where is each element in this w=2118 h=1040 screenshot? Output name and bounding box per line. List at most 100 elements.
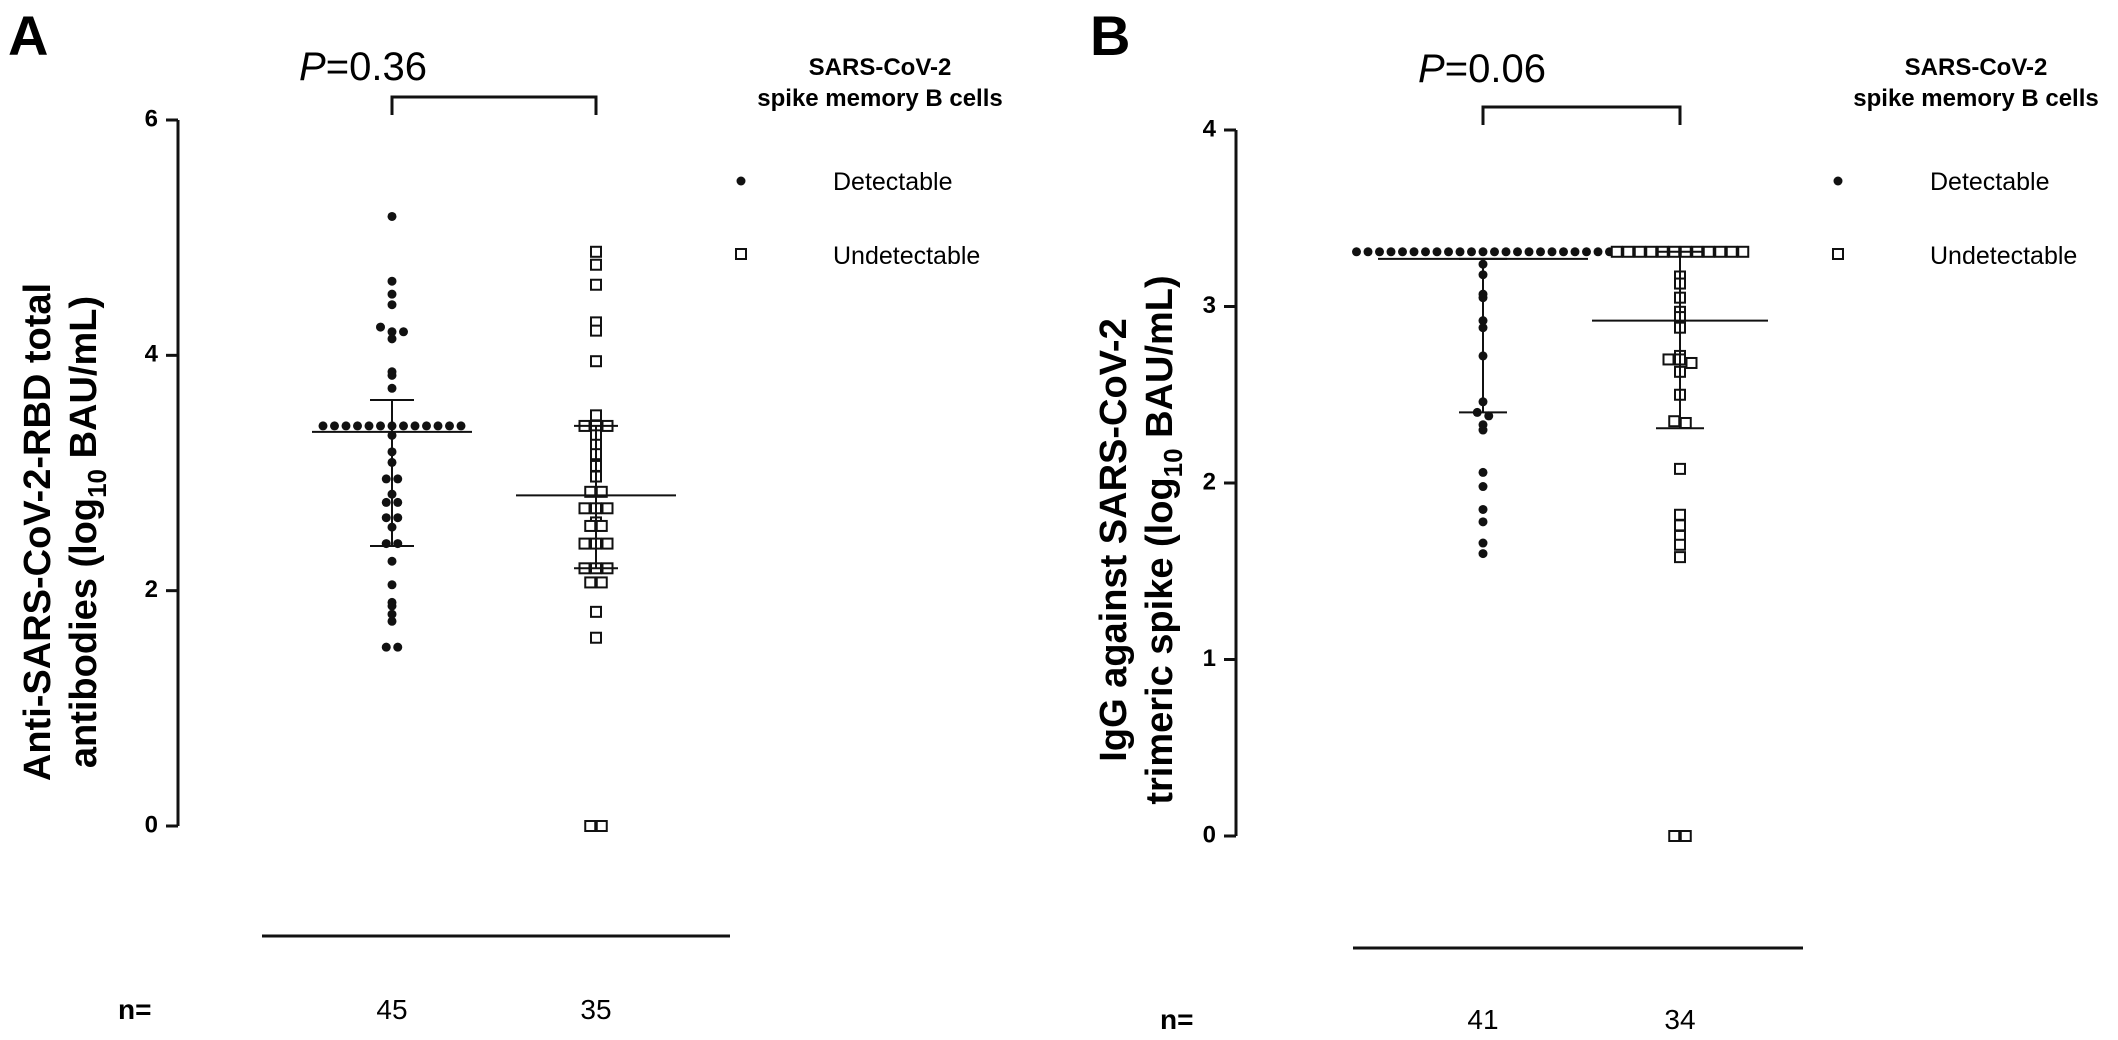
panel-b-ylabel: IgG against SARS-CoV-2 trimeric spike (l…: [1093, 275, 1188, 804]
panel-b-n-count: 41: [1467, 1004, 1498, 1035]
panel-b-point-detectable: [1478, 425, 1488, 435]
panel-b-point-detectable: [1478, 482, 1488, 492]
panel-a-point-detectable: [387, 327, 397, 337]
panel-b-point-undetectable: [1674, 551, 1686, 564]
panel-b-y-tick-label: 3: [1203, 292, 1216, 319]
panel-a-point-detectable: [387, 334, 397, 344]
panel-a-point-detectable: [393, 474, 403, 484]
panel-b-legend-title-2: spike memory B cells: [1853, 85, 2098, 112]
panel-b-point-detectable: [1501, 247, 1511, 257]
svg-text:Anti-SARS-CoV-2-RBD total: Anti-SARS-CoV-2-RBD total: [17, 283, 59, 781]
panel-b-point-undetectable: [1714, 245, 1727, 258]
panel-b-n-count: 34: [1664, 1004, 1695, 1035]
panel-b-point-detectable: [1432, 247, 1442, 257]
panel-b-point-undetectable: [1674, 538, 1686, 551]
panel-a-point-detectable: [387, 276, 397, 286]
panel-a-point-undetectable: [590, 409, 602, 422]
panel-b-letter: B: [1090, 4, 1130, 67]
panel-a-point-undetectable: [595, 519, 608, 532]
panel-a-n-label: n=: [118, 994, 151, 1025]
panel-b-point-undetectable: [1668, 830, 1681, 842]
svg-text:antibodies (log10 BAU/mL): antibodies (log10 BAU/mL): [63, 296, 112, 768]
panel-b-point-detectable: [1444, 247, 1453, 257]
panel-a-point-detectable: [387, 289, 397, 299]
panel-b-point-detectable: [1467, 247, 1476, 257]
panel-a-point-detectable: [410, 421, 420, 431]
panel-a-point-undetectable: [584, 820, 597, 832]
panel-b-point-detectable: [1352, 247, 1361, 257]
panel-a-point-undetectable: [590, 605, 602, 618]
panel-a-point-undetectable: [578, 502, 591, 515]
panel-a-point-detectable: [387, 616, 397, 626]
panel-a-point-detectable: [422, 421, 431, 431]
panel-a-legend-undetectable-marker: [735, 248, 747, 260]
panel-a-point-detectable: [376, 421, 385, 431]
panel-a-point-detectable: [387, 370, 397, 380]
panel-b-point-detectable: [1478, 247, 1488, 257]
panel-a-point-detectable: [456, 421, 466, 431]
panel-a-legend-undetectable-label: Undetectable: [833, 242, 980, 270]
panel-b-y-tick-label: 0: [1203, 821, 1216, 848]
panel-b-y-tick-label: 2: [1203, 468, 1216, 495]
panel-b-point-undetectable: [1668, 415, 1681, 428]
panel-b-p-value: P=0.06: [1418, 47, 1546, 91]
panel-b-point-undetectable: [1674, 508, 1686, 521]
panel-b-point-undetectable: [1645, 245, 1658, 258]
panel-a-point-detectable: [445, 421, 454, 431]
panel-b-point-detectable: [1386, 247, 1396, 257]
panel-a-point-detectable: [387, 556, 397, 566]
panel-a-point-detectable: [387, 609, 397, 619]
panel-b-significance-bracket: [1481, 105, 1682, 125]
panel-b-point-detectable: [1593, 247, 1603, 257]
panel-b-point-detectable: [1570, 247, 1580, 257]
panel-a-y-tick-label: 0: [145, 811, 158, 838]
panel-b-legend-undetectable-label: Undetectable: [1930, 242, 2077, 270]
panel-a-y-tick-label: 6: [145, 105, 158, 132]
panel-b-point-undetectable: [1633, 245, 1646, 258]
panel-b-point-undetectable: [1674, 519, 1686, 532]
panel-a-legend-title-1: SARS-CoV-2: [809, 54, 952, 81]
panel-b-legend-detectable-marker: [1833, 176, 1843, 186]
panel-b-y-tick-label: 1: [1203, 645, 1216, 672]
panel-a-point-detectable: [330, 421, 339, 431]
panel-a-point-detectable: [399, 327, 408, 337]
panel-a-ylabel: Anti-SARS-CoV-2-RBD total antibodies (lo…: [17, 283, 112, 781]
panel-a-point-detectable: [387, 211, 397, 221]
panel-a-point-detectable: [393, 513, 403, 523]
panel-a-point-detectable: [341, 421, 351, 431]
panel-b-point-detectable: [1490, 247, 1499, 257]
panel-a-point-detectable: [433, 421, 443, 431]
svg-text:IgG against SARS-CoV-2: IgG against SARS-CoV-2: [1093, 318, 1135, 761]
panel-b-point-detectable: [1363, 247, 1373, 257]
panel-a-point-detectable: [393, 497, 403, 507]
panel-a-point-detectable: [393, 642, 403, 652]
panel-b-point-detectable: [1524, 247, 1534, 257]
panel-a-legend-detectable-label: Detectable: [833, 168, 953, 196]
panel-a-legend-title-2: spike memory B cells: [757, 85, 1002, 112]
panel-b-point-detectable: [1582, 247, 1591, 257]
panel-b-point-detectable: [1455, 247, 1465, 257]
panel-a-point-undetectable: [595, 576, 608, 589]
panel-a-point-undetectable: [590, 278, 602, 291]
panel-b-point-undetectable: [1674, 462, 1686, 475]
panel-b-legend-detectable-label: Detectable: [1930, 168, 2050, 196]
panel-a-point-detectable: [387, 383, 397, 393]
svg-text:trimeric spike (log10 BAU/mL): trimeric spike (log10 BAU/mL): [1139, 275, 1188, 804]
panel-a-point-detectable: [381, 474, 391, 484]
panel-b-point-detectable: [1536, 247, 1545, 257]
panel-a-p-value: P=0.36: [299, 45, 427, 89]
panel-a-point-undetectable: [590, 631, 602, 644]
panel-a-point-detectable: [381, 642, 391, 652]
panel-b-point-undetectable: [1702, 245, 1715, 258]
panel-b-point-detectable: [1547, 247, 1557, 257]
panel-a-point-undetectable: [601, 502, 614, 515]
panel-a-point-undetectable: [590, 355, 602, 368]
panel-a-point-undetectable: [595, 820, 608, 832]
panel-b-point-undetectable: [1679, 830, 1692, 842]
panel-b-point-detectable: [1478, 549, 1488, 559]
panel-b-point-detectable: [1409, 247, 1419, 257]
panel-a-point-detectable: [376, 322, 385, 332]
panel-a-legend-detectable-marker: [736, 176, 746, 186]
panel-b-point-detectable: [1478, 467, 1488, 477]
panel-b-n-label: n=: [1160, 1004, 1193, 1035]
